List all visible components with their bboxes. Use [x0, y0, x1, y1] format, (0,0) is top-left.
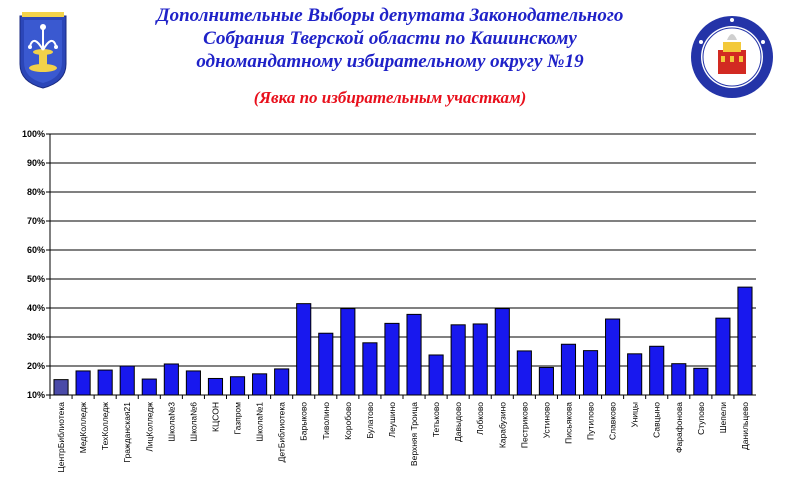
x-tick-label: ЦентрБиблиотека [56, 402, 66, 473]
x-tick-label: Тиволино [321, 402, 331, 440]
y-tick-label: 40% [27, 303, 45, 313]
x-tick-label: Тетьково [431, 402, 441, 437]
bar [649, 345, 665, 396]
x-tick-label: Фарафонова [674, 402, 684, 453]
bar [185, 370, 201, 396]
x-tick-label: Лобково [475, 402, 485, 435]
bar [605, 318, 621, 396]
x-tick-label: Путилово [586, 402, 596, 440]
title-line-3: одномандатному избирательному округу №19 [196, 51, 584, 72]
y-tick-label: 80% [27, 187, 45, 197]
bar [163, 363, 179, 396]
x-tick-label: Гражданская21 [122, 402, 132, 463]
bar [53, 379, 69, 396]
x-tick-label: Письякова [563, 402, 573, 444]
x-tick-label: Устиново [541, 402, 551, 439]
bar [450, 324, 466, 396]
y-tick-label: 100% [22, 129, 45, 139]
bar [119, 365, 135, 396]
bar [693, 367, 709, 396]
x-tick-label: МедКолледж [78, 402, 88, 454]
x-tick-label: Коробово [343, 402, 353, 440]
y-tick-label: 50% [27, 274, 45, 284]
bar [671, 363, 687, 396]
y-tick-label: 90% [27, 158, 45, 168]
bar [737, 286, 753, 396]
x-tick-label: Карабузино [497, 402, 507, 448]
x-tick-label: Пестриково [519, 402, 529, 448]
x-tick-label: Школа№3 [166, 402, 176, 442]
bar [252, 373, 268, 396]
x-tick-labels: ЦентрБиблиотека МедКолледж ТехКолледж Гражд… [49, 395, 750, 473]
y-tick-label: 30% [27, 332, 45, 342]
bar [141, 378, 157, 396]
x-tick-label: Леушино [387, 402, 397, 438]
bar [428, 354, 444, 396]
x-tick-label: Савцыно [652, 402, 662, 438]
bar [97, 369, 113, 396]
x-tick-label: ТехКолледж [100, 402, 110, 450]
x-tick-label: Уницы [630, 402, 640, 427]
election-commission-emblem-icon [691, 16, 773, 98]
bar [406, 313, 422, 396]
bar [472, 323, 488, 396]
chart-title: Дополнительные Выборы депутата Законодат… [90, 4, 690, 73]
x-tick-label: ДетБиблиотека [277, 402, 287, 463]
bar [229, 376, 246, 396]
y-tick-label: 70% [27, 216, 45, 226]
bar [516, 350, 532, 396]
chart-subtitle: (Явка по избирательным участкам) [253, 88, 527, 107]
bar [384, 322, 400, 396]
bar [362, 342, 378, 396]
bars [53, 286, 753, 396]
x-tick-label: Ступово [696, 402, 706, 435]
y-tick-labels: 10% 20% 30% 40% 50% 60% 70% 80% 90% 100% [22, 129, 50, 400]
x-tick-label: Славково [608, 402, 618, 440]
x-tick-label: Верхняя Троица [409, 402, 419, 466]
bar [274, 368, 290, 396]
bar [538, 366, 554, 396]
x-tick-label: Шепели [718, 402, 728, 434]
x-tick-label: Школа№6 [188, 402, 198, 442]
x-tick-label: Данильцево [740, 402, 750, 450]
x-tick-label: ЛицКолледж [144, 402, 154, 452]
x-tick-label: Газпром [233, 402, 243, 435]
bar [75, 370, 91, 396]
title-line-1: Дополнительные Выборы депутата Законодат… [156, 5, 624, 26]
x-tick-label: КЦСОН [210, 402, 220, 432]
bar [560, 343, 577, 396]
coat-of-arms-icon [19, 12, 67, 89]
y-tick-label: 20% [27, 361, 45, 371]
x-tick-label: Булатово [365, 402, 375, 439]
y-tick-label: 60% [27, 245, 45, 255]
bar [494, 308, 510, 396]
y-tick-label: 10% [27, 390, 45, 400]
title-line-2: Собрания Тверской области по Кашинскому [203, 28, 577, 49]
x-tick-label: Школа№1 [255, 402, 265, 442]
bar [627, 353, 643, 396]
x-tick-label: Барыково [299, 402, 309, 441]
bar [318, 332, 334, 396]
bar [296, 303, 312, 396]
bar [340, 308, 356, 396]
x-tick-label: Давыдово [453, 402, 463, 442]
grid-lines [50, 133, 756, 367]
bar [582, 350, 599, 396]
bar [207, 377, 224, 396]
bar [715, 317, 731, 396]
